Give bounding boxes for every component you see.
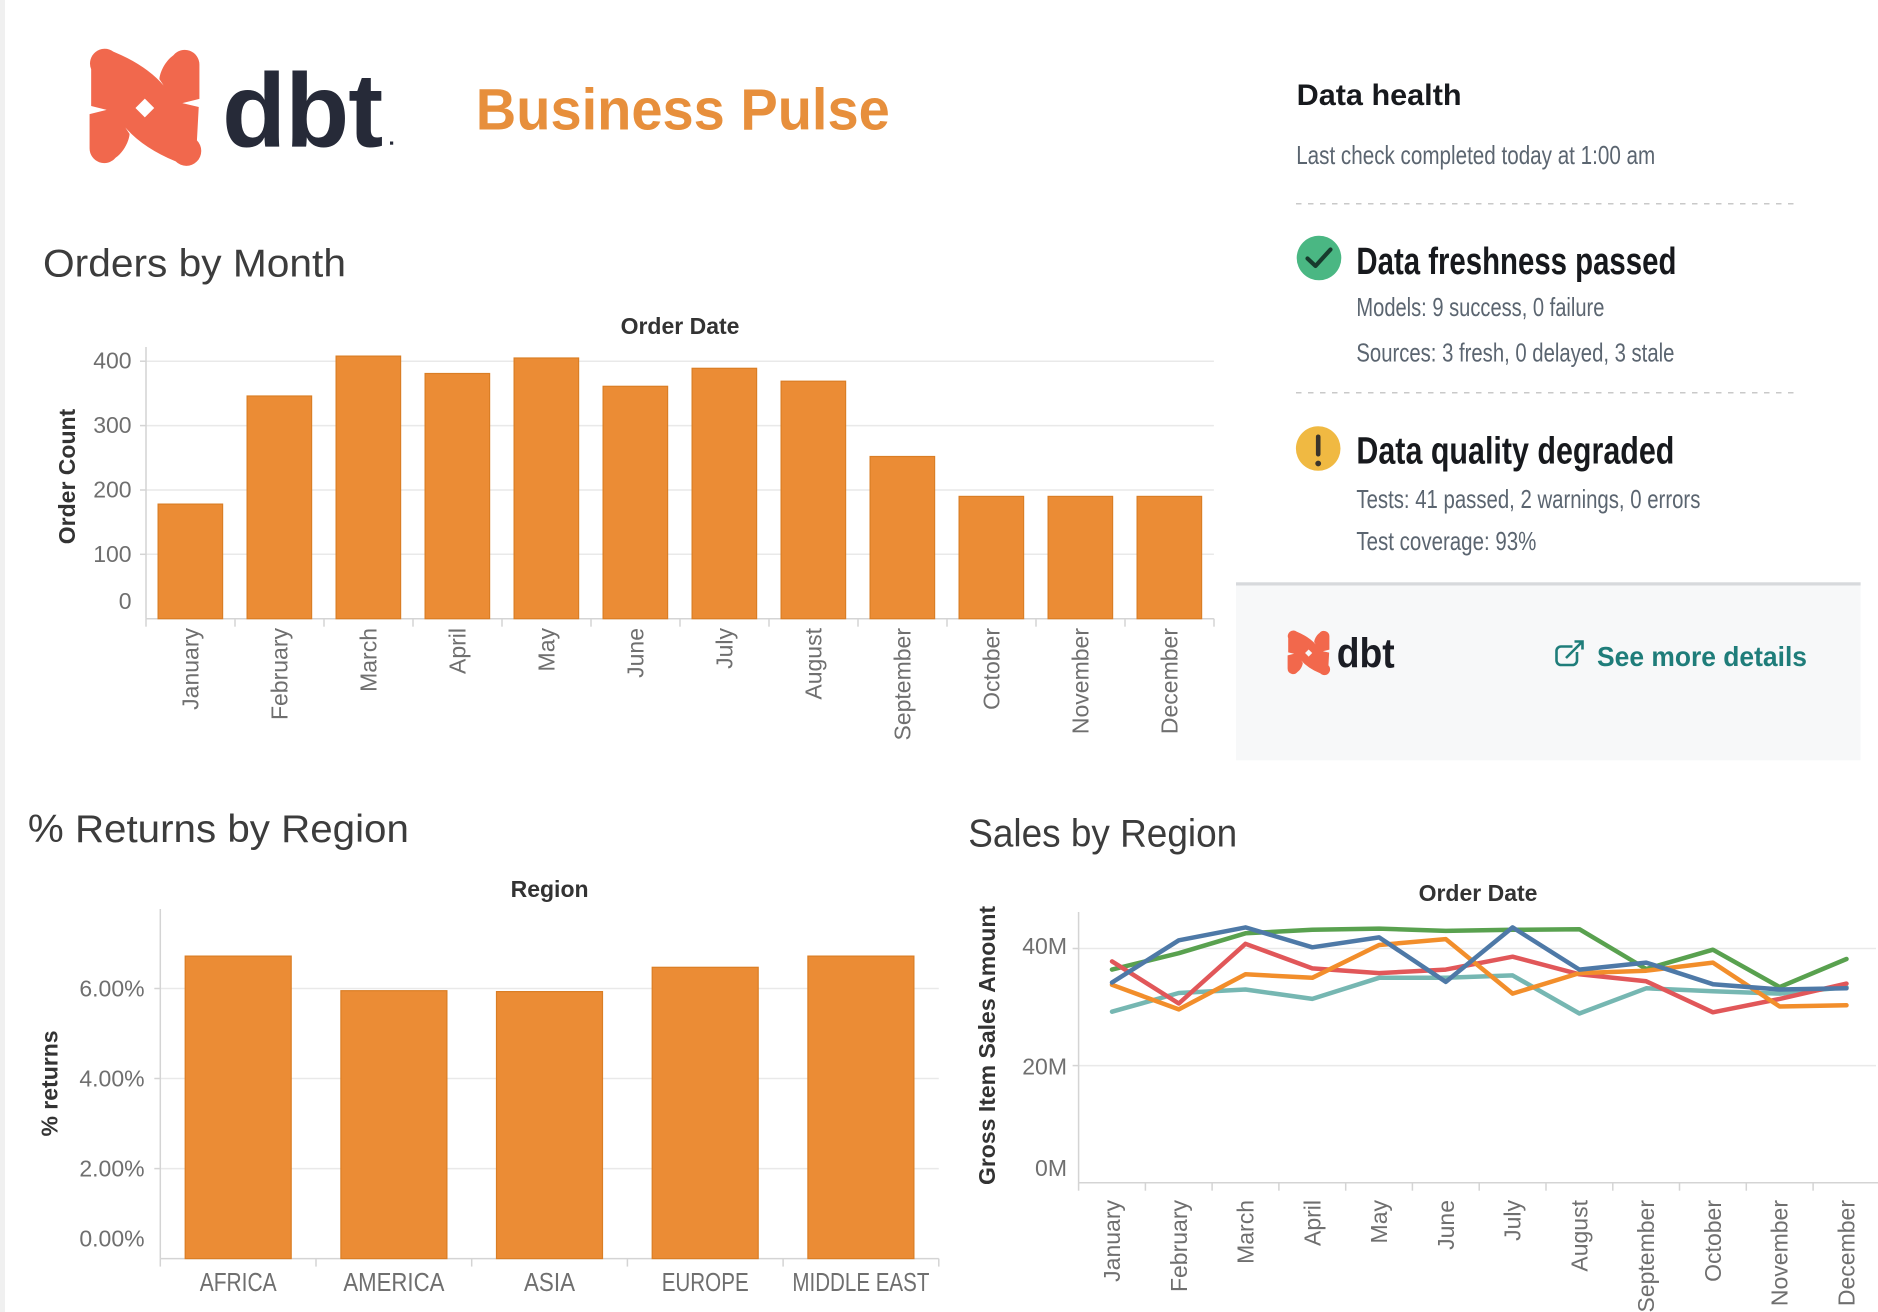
svg-text:April: April (444, 628, 470, 674)
svg-text:Sales by Region: Sales by Region (968, 812, 1237, 855)
svg-text:MIDDLE EAST: MIDDLE EAST (792, 1267, 929, 1297)
svg-text:Order Count: Order Count (54, 408, 80, 544)
svg-text:Business Pulse: Business Pulse (476, 78, 890, 143)
svg-text:March: March (355, 628, 381, 692)
svg-text:6.00%: 6.00% (79, 976, 144, 1002)
svg-text:20M: 20M (1022, 1053, 1067, 1079)
svg-text:Test coverage: 93%: Test coverage: 93% (1356, 526, 1536, 556)
svg-text:June: June (622, 628, 648, 678)
svg-text:200: 200 (93, 477, 131, 503)
svg-text:October: October (1700, 1200, 1726, 1282)
svg-text:4.00%: 4.00% (79, 1066, 144, 1092)
svg-text:July: July (711, 628, 737, 669)
svg-text:July: July (1500, 1200, 1526, 1241)
svg-text:Last check completed today at: Last check completed today at 1:00 am (1296, 140, 1655, 170)
svg-text:August: August (1566, 1199, 1592, 1271)
svg-text:Data freshness passed: Data freshness passed (1356, 241, 1676, 283)
svg-text:dbt: dbt (222, 53, 382, 170)
svg-text:AMERICA: AMERICA (343, 1267, 445, 1297)
svg-text:100: 100 (93, 541, 131, 567)
svg-text:March: March (1233, 1200, 1259, 1264)
svg-text:May: May (533, 628, 559, 672)
svg-text:December: December (1156, 628, 1182, 734)
svg-text:400: 400 (93, 347, 131, 373)
svg-text:% returns: % returns (37, 1030, 63, 1136)
svg-text:% Returns by Region: % Returns by Region (28, 808, 409, 851)
svg-text:January: January (177, 628, 203, 710)
svg-text:2.00%: 2.00% (79, 1156, 144, 1182)
svg-text:EUROPE: EUROPE (662, 1267, 749, 1297)
svg-text:0: 0 (119, 588, 132, 614)
svg-text:October: October (978, 628, 1004, 710)
svg-text:ASIA: ASIA (524, 1267, 576, 1297)
svg-text:Order Date: Order Date (621, 313, 740, 339)
svg-text:September: September (889, 628, 915, 741)
svg-text:May: May (1366, 1200, 1392, 1244)
svg-text:January: January (1099, 1200, 1125, 1282)
svg-text:40M: 40M (1022, 933, 1067, 959)
svg-text:dbt: dbt (1337, 630, 1395, 677)
svg-text:December: December (1834, 1200, 1860, 1306)
svg-text:April: April (1299, 1200, 1325, 1246)
svg-text:Sources: 3 fresh, 0 delayed, 3: Sources: 3 fresh, 0 delayed, 3 stale (1356, 337, 1674, 367)
svg-text:Data health: Data health (1297, 79, 1462, 112)
svg-text:Models: 9 success, 0 failure: Models: 9 success, 0 failure (1356, 292, 1604, 322)
svg-text:Orders by Month: Orders by Month (43, 243, 346, 286)
svg-text:Tests: 41 passed, 2 warnings,: Tests: 41 passed, 2 warnings, 0 errors (1356, 484, 1700, 514)
svg-text:Order Date: Order Date (1419, 880, 1538, 906)
svg-text:February: February (1166, 1200, 1192, 1293)
svg-text:AFRICA: AFRICA (200, 1267, 278, 1297)
svg-text:June: June (1433, 1200, 1459, 1250)
svg-text:0M: 0M (1035, 1155, 1067, 1181)
svg-text:0.00%: 0.00% (79, 1226, 144, 1252)
svg-text:Data quality degraded: Data quality degraded (1356, 430, 1674, 472)
svg-text:Region: Region (511, 876, 589, 902)
svg-text:September: September (1633, 1200, 1659, 1312)
svg-text:November: November (1067, 628, 1093, 734)
svg-text:November: November (1767, 1200, 1793, 1306)
svg-text:Gross Item Sales Amount: Gross Item Sales Amount (974, 906, 1000, 1185)
svg-text:See more details: See more details (1597, 641, 1807, 672)
svg-text:February: February (266, 628, 292, 721)
svg-text:300: 300 (93, 412, 131, 438)
svg-text:August: August (800, 627, 826, 699)
